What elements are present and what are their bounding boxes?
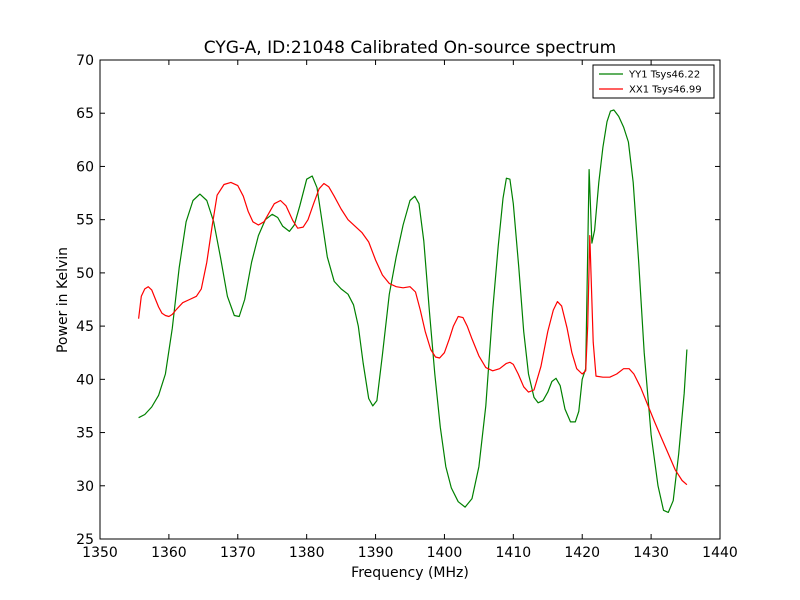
x-tick-label: 1350 <box>82 545 118 561</box>
legend-box <box>592 64 715 99</box>
x-tick-label: 1380 <box>289 545 325 561</box>
x-tick-label: 1390 <box>358 545 394 561</box>
x-tick-label: 1410 <box>496 545 532 561</box>
y-tick-label: 65 <box>76 106 94 122</box>
chart-title: CYG-A, ID:21048 Calibrated On-source spe… <box>204 38 616 58</box>
series-line-2 <box>138 181 688 486</box>
x-tick-label: 1360 <box>151 545 187 561</box>
legend: YY1 Tsys46.22 XX1 Tsys46.99 <box>592 64 715 99</box>
x-tick-label: 1400 <box>427 545 463 561</box>
y-tick-label: 35 <box>76 426 94 442</box>
x-tick-label: 1430 <box>633 545 669 561</box>
x-tick-label: 1370 <box>220 545 256 561</box>
series-line-1 <box>138 109 688 514</box>
y-tick-label: 60 <box>76 159 94 175</box>
x-tick-label: 1420 <box>564 545 600 561</box>
y-tick-label: 70 <box>76 53 94 69</box>
y-tick-label: 30 <box>76 479 94 495</box>
y-tick-label: 40 <box>76 372 94 388</box>
x-axis: 1350 1360 1370 1380 1390 1400 1410 1420 1430 1440 <box>82 60 738 561</box>
y-axis: 25 30 35 40 45 50 55 60 65 70 <box>76 53 720 548</box>
legend-label-2: XX1 Tsys46.99 <box>629 85 702 96</box>
x-axis-label: Frequency (MHz) <box>351 565 469 581</box>
y-tick-label: 55 <box>76 213 94 229</box>
y-tick-label: 45 <box>76 319 94 335</box>
plot-frame <box>99 59 721 540</box>
y-axis-label: Power in Kelvin <box>55 247 71 353</box>
legend-label-1: YY1 Tsys46.22 <box>628 70 700 81</box>
y-tick-label: 50 <box>76 266 94 282</box>
y-tick-label: 25 <box>76 532 94 548</box>
plot-lines <box>138 109 688 514</box>
x-tick-label: 1440 <box>702 545 738 561</box>
